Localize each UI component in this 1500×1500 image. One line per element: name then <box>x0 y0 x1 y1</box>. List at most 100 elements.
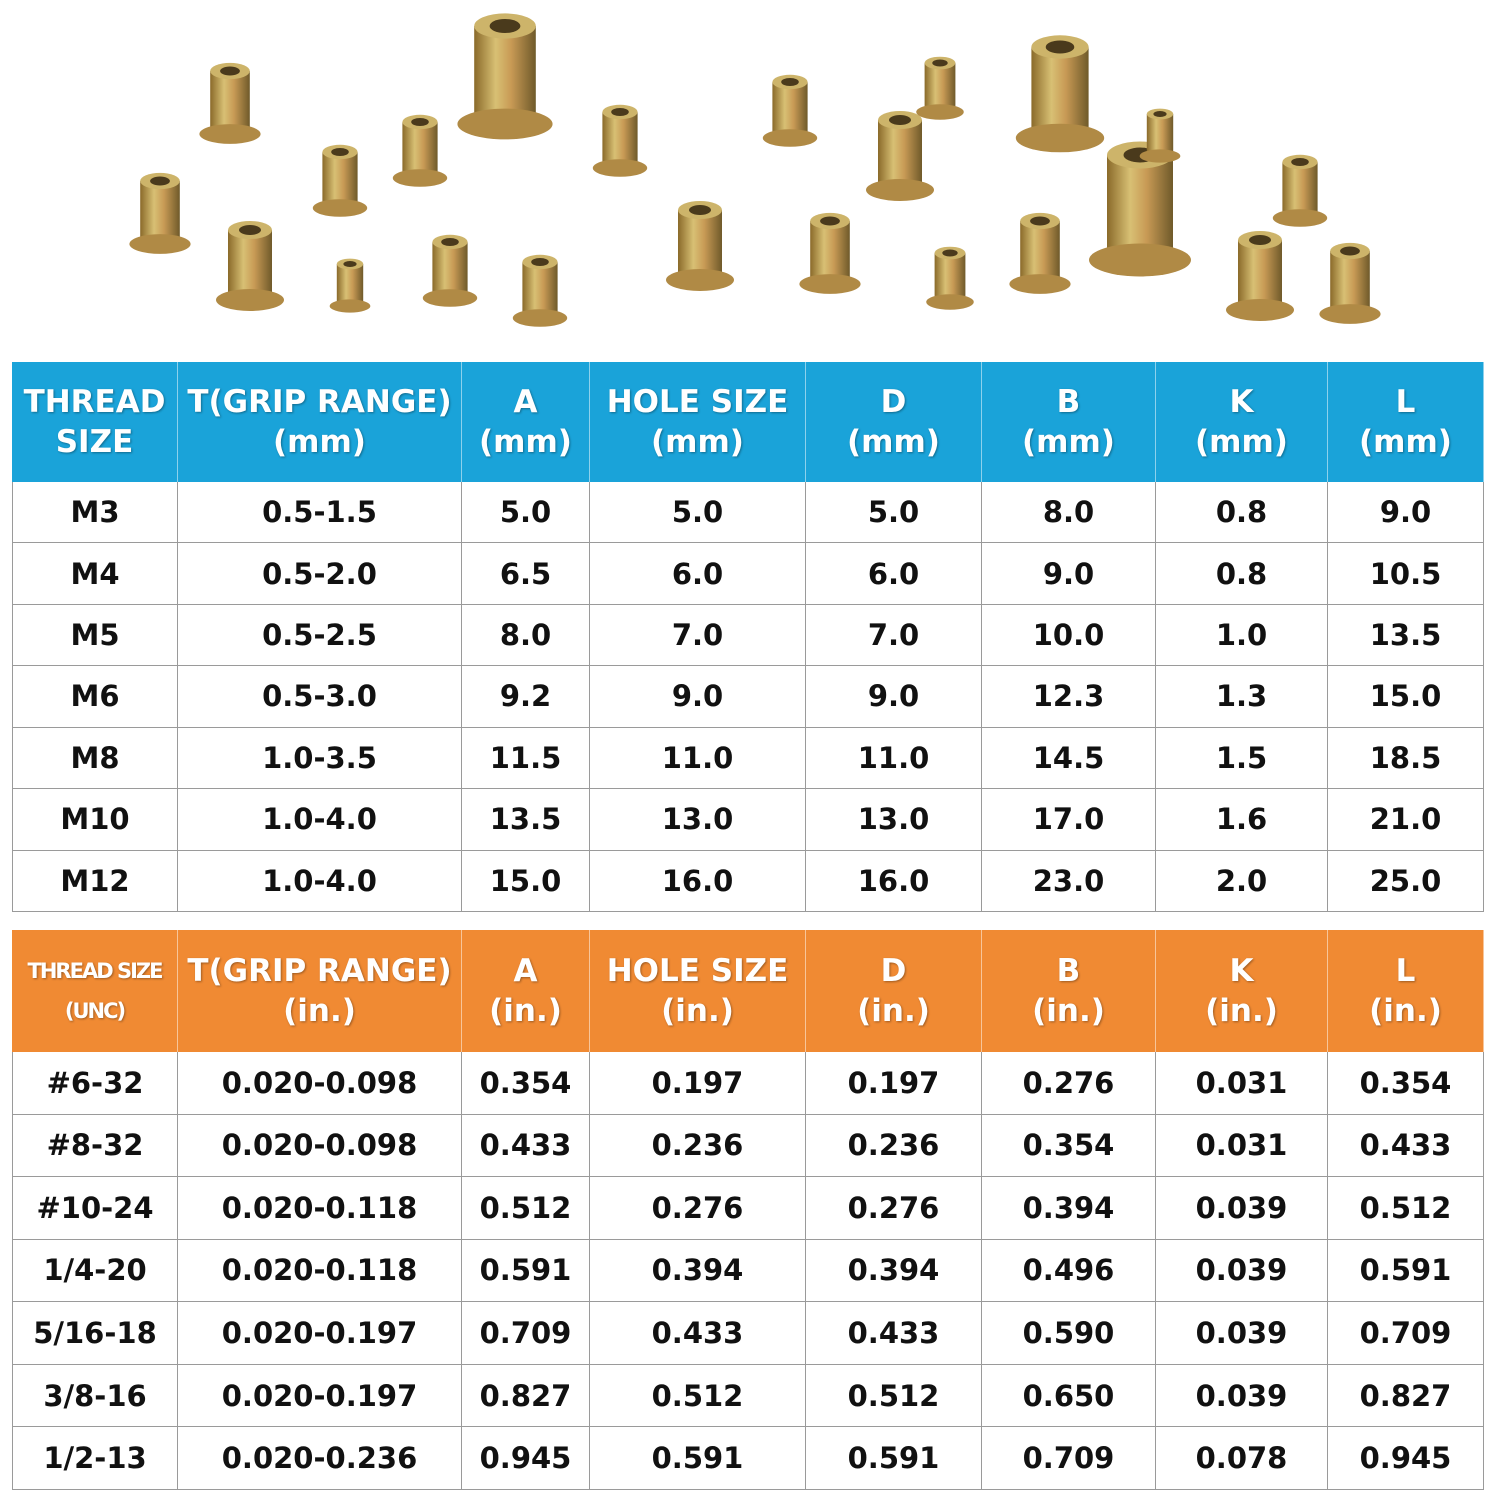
table-cell: 0.5-2.0 <box>178 543 462 605</box>
table-cell: 25.0 <box>1328 850 1484 912</box>
table-cell: 0.197 <box>590 1052 806 1115</box>
table-cell: 0.650 <box>982 1364 1156 1428</box>
row-label: #10-24 <box>12 1177 178 1240</box>
table-cell: 6.5 <box>462 543 590 605</box>
table-cell: 0.8 <box>1156 482 1328 544</box>
table-cell: 8.0 <box>462 604 590 667</box>
table-cell: 11.0 <box>590 727 806 790</box>
table-cell: 16.0 <box>590 850 806 912</box>
table-cell: 1.3 <box>1156 666 1328 728</box>
header-text: (in.) <box>1205 993 1278 1029</box>
header-text: (UNC) <box>64 999 126 1023</box>
row-label: M8 <box>12 727 178 790</box>
rivet-nut <box>1009 212 1071 294</box>
table-cell: 0.020-0.118 <box>178 1177 462 1240</box>
table-cell: 9.0 <box>982 543 1156 605</box>
row-label: #8-32 <box>12 1114 178 1178</box>
header-text: A <box>513 384 538 420</box>
header-cell: D (mm) <box>806 362 982 482</box>
header-text: D <box>880 953 907 989</box>
header-text: (mm) <box>651 424 744 460</box>
rivet-nut <box>1139 108 1181 163</box>
table-cell: 0.394 <box>590 1239 806 1303</box>
row-label: M6 <box>12 666 178 728</box>
rivet-nut <box>457 13 553 140</box>
table-cell: 0.039 <box>1156 1239 1328 1303</box>
rivet-nut <box>666 201 734 291</box>
header-text: (mm) <box>1022 424 1115 460</box>
table-cell: 0.827 <box>462 1364 590 1428</box>
rivet-nut <box>422 234 478 307</box>
header-cell: A (mm) <box>462 362 590 482</box>
row-label: #6-32 <box>12 1052 178 1115</box>
table-header-band <box>12 362 1484 482</box>
table-cell: 13.5 <box>462 789 590 851</box>
table-cell: 1.6 <box>1156 789 1328 851</box>
header-text: (in.) <box>857 993 930 1029</box>
header-text: K <box>1229 953 1254 989</box>
table-cell: 0.5-2.5 <box>178 604 462 667</box>
table-cell: 0.433 <box>1328 1114 1484 1178</box>
header-text: (in.) <box>1369 993 1442 1029</box>
header-text: L <box>1395 953 1416 989</box>
table-cell: 11.0 <box>806 727 982 790</box>
row-label: M12 <box>12 850 178 912</box>
header-cell: THREAD SIZE <box>12 362 178 482</box>
row-label: 3/8-16 <box>12 1364 178 1428</box>
table-cell: 0.709 <box>982 1427 1156 1490</box>
table-cell: 0.590 <box>982 1302 1156 1365</box>
table-cell: 0.276 <box>806 1177 982 1240</box>
table-cell: 0.039 <box>1156 1364 1328 1428</box>
table-cell: 0.354 <box>982 1114 1156 1178</box>
table-cell: 1.0-4.0 <box>178 789 462 851</box>
table-cell: 0.020-0.197 <box>178 1302 462 1365</box>
header-cell: L (in.) <box>1328 930 1484 1052</box>
header-cell: D (in.) <box>806 930 982 1052</box>
table-cell: 15.0 <box>462 850 590 912</box>
row-label: M5 <box>12 604 178 667</box>
table-cell: 14.5 <box>982 727 1156 790</box>
table-cell: 10.0 <box>982 604 1156 667</box>
header-cell: A (in.) <box>462 930 590 1052</box>
table-cell: 0.591 <box>590 1427 806 1490</box>
table-cell: 0.236 <box>590 1114 806 1178</box>
header-text: (in.) <box>283 993 356 1029</box>
table-cell: 0.354 <box>1328 1052 1484 1115</box>
table-cell: 7.0 <box>590 604 806 667</box>
table-cell: 13.0 <box>806 789 982 851</box>
table-cell: 0.020-0.236 <box>178 1427 462 1490</box>
header-text: (mm) <box>847 424 940 460</box>
table-cell: 17.0 <box>982 789 1156 851</box>
table-header-band <box>12 930 1484 1052</box>
table-cell: 1.0 <box>1156 604 1328 667</box>
table-cell: 0.236 <box>806 1114 982 1178</box>
row-label: M10 <box>12 789 178 851</box>
table-cell: 0.031 <box>1156 1052 1328 1115</box>
table-cell: 0.827 <box>1328 1364 1484 1428</box>
rivet-nut <box>762 74 818 147</box>
table-cell: 0.433 <box>462 1114 590 1178</box>
table-cell: 5.0 <box>462 482 590 544</box>
rivet-nut <box>1015 35 1105 153</box>
table-cell: 0.078 <box>1156 1427 1328 1490</box>
table-cell: 11.5 <box>462 727 590 790</box>
table-cell: 6.0 <box>590 543 806 605</box>
table-cell: 0.512 <box>1328 1177 1484 1240</box>
header-text: (mm) <box>479 424 572 460</box>
rivet-nut <box>799 212 861 294</box>
table-cell: 21.0 <box>1328 789 1484 851</box>
header-text: HOLE SIZE <box>606 953 789 989</box>
table-cell: 0.433 <box>590 1302 806 1365</box>
header-text: (mm) <box>1359 424 1452 460</box>
header-text: L <box>1395 384 1416 420</box>
table-cell: 12.3 <box>982 666 1156 728</box>
table-cell: 0.945 <box>1328 1427 1484 1490</box>
rivet-nut <box>129 172 191 254</box>
table-cell: 0.433 <box>806 1302 982 1365</box>
row-label: 5/16-18 <box>12 1302 178 1365</box>
header-text: K <box>1229 384 1254 420</box>
table-cell: 6.0 <box>806 543 982 605</box>
header-cell: HOLE SIZE (in.) <box>590 930 806 1052</box>
rivet-nut <box>916 56 964 120</box>
